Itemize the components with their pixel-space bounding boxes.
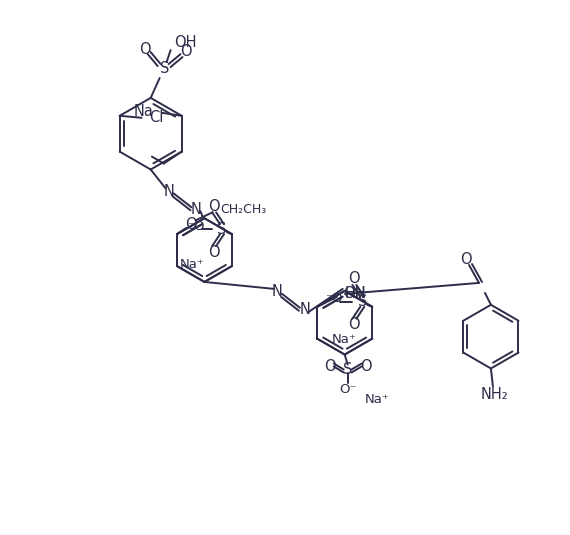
- Text: HN: HN: [345, 286, 367, 301]
- Text: ⁻O: ⁻O: [325, 292, 343, 305]
- Text: NH₂: NH₂: [481, 387, 509, 402]
- Text: Na⁺: Na⁺: [332, 333, 357, 346]
- Text: O: O: [348, 271, 360, 286]
- Text: Na: Na: [134, 104, 154, 119]
- Text: O: O: [360, 359, 372, 374]
- Text: O: O: [208, 244, 220, 259]
- Text: OH: OH: [174, 35, 197, 50]
- Text: ⁻O: ⁻O: [186, 220, 204, 233]
- Text: O: O: [324, 359, 336, 374]
- Text: OH: OH: [343, 286, 365, 301]
- Text: O: O: [348, 317, 360, 332]
- Text: S: S: [160, 60, 169, 75]
- Text: N: N: [299, 302, 310, 317]
- Text: S: S: [217, 221, 227, 236]
- Text: O⁻: O⁻: [339, 383, 356, 396]
- Text: CH₂CH₃: CH₂CH₃: [221, 203, 267, 216]
- Text: N: N: [163, 184, 174, 199]
- Text: O: O: [180, 44, 192, 59]
- Text: O: O: [185, 217, 197, 232]
- Text: S: S: [343, 362, 352, 377]
- Text: Cl: Cl: [149, 110, 164, 125]
- Text: O: O: [208, 199, 220, 214]
- Text: Na⁺: Na⁺: [365, 393, 390, 406]
- Text: O: O: [460, 251, 472, 266]
- Text: S: S: [357, 294, 367, 309]
- Text: N: N: [191, 202, 202, 217]
- Text: N: N: [271, 285, 283, 300]
- Text: O: O: [139, 42, 150, 57]
- Text: Na⁺: Na⁺: [180, 257, 205, 271]
